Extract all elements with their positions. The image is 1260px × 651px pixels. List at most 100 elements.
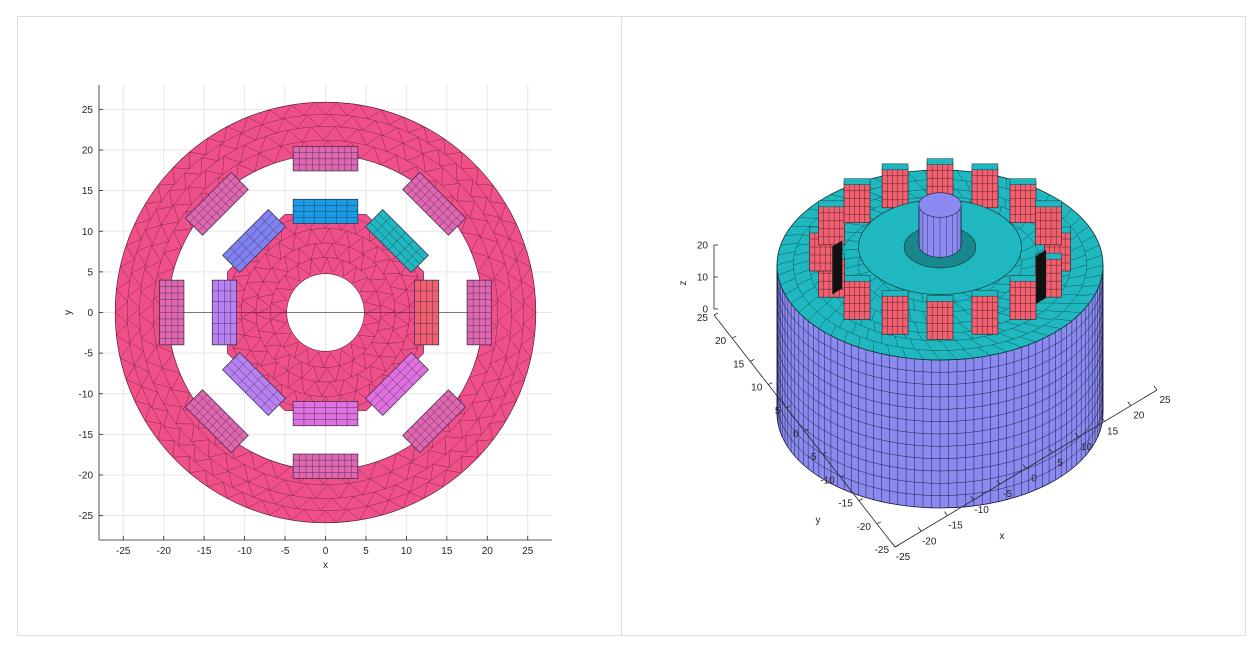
winding-block-fill (843, 182, 871, 223)
mesh-edge (476, 349, 494, 358)
top-mesh-edge (827, 310, 836, 321)
top-mesh-edge (777, 251, 796, 256)
side-mesh-horizontal (776, 363, 1104, 459)
mesh-edge (396, 453, 414, 462)
x-tick-mark (1048, 448, 1053, 454)
winding-block-fill (1009, 279, 1037, 320)
mesh-edge (374, 258, 391, 264)
mesh-edge (130, 273, 142, 287)
mesh-edge (328, 228, 336, 244)
mesh-edge (509, 328, 524, 339)
rotor-magnet (211, 279, 237, 346)
mesh-edge (315, 484, 328, 499)
mesh-edge (358, 335, 375, 337)
mesh-edge (394, 315, 409, 325)
mesh-edge (244, 464, 249, 482)
mesh-edge (151, 246, 162, 262)
top-mesh-edge (1034, 316, 1053, 321)
mesh-edge (380, 310, 396, 319)
mesh-edge (162, 367, 181, 374)
mesh-edge (335, 365, 341, 382)
mesh-edge (134, 351, 144, 366)
top-mesh-edge (909, 309, 911, 322)
mesh-edge (157, 185, 162, 202)
mesh-edge (242, 294, 259, 301)
mesh-edge (489, 394, 506, 401)
mesh-edge (163, 247, 182, 253)
mesh-edge (246, 281, 264, 284)
mesh-ring (114, 101, 537, 524)
y-tick-label: -20 (79, 471, 94, 482)
right-plot-canvas: 0 10 20 z 25 20 15 10 5 0 -5 -10 -15 -20 -25 y -25 -20 -15… (678, 158, 1171, 563)
mesh-edge (470, 196, 488, 199)
top-mesh-edge (1086, 254, 1103, 261)
mesh-edge (274, 145, 282, 164)
top-mesh-edge (998, 332, 1014, 340)
mesh-edge (151, 240, 169, 247)
mesh-edge (403, 117, 409, 133)
mesh-edge (390, 471, 407, 481)
y-tick-mark (822, 451, 827, 455)
x-axis-label: x (1000, 531, 1005, 542)
mesh-edge (270, 479, 285, 491)
mesh-edge (308, 352, 319, 365)
mesh-edge (276, 466, 292, 478)
mesh-edge (271, 302, 286, 312)
mesh-edge (363, 321, 380, 326)
mesh-edge (477, 256, 489, 273)
mesh-edge (376, 291, 393, 295)
mesh-edge (294, 234, 307, 246)
mesh-edge (189, 151, 206, 155)
mesh-edge (396, 155, 401, 174)
mesh-edge (171, 373, 181, 390)
mesh-edge (134, 219, 151, 225)
mesh-edge (282, 342, 299, 348)
mesh-edge (127, 286, 142, 297)
winding-cap (971, 163, 999, 171)
mesh-edge (233, 276, 245, 290)
mesh-edge (357, 373, 373, 383)
stator-coil (292, 146, 359, 172)
mesh-edge (264, 344, 282, 347)
mesh-edge (352, 360, 367, 369)
mesh-edge (334, 126, 346, 142)
mesh-edge (204, 170, 207, 189)
mesh-edge (469, 372, 488, 378)
mesh-edge (254, 267, 272, 270)
winding-block (843, 178, 871, 223)
rotor-magnet (222, 352, 286, 416)
mesh-edge (489, 356, 507, 364)
y-tick-label: 20 (715, 336, 727, 347)
mesh-edge (348, 246, 351, 264)
top-mesh-edge (1084, 245, 1100, 252)
winding-block-fill (926, 299, 954, 340)
mesh-edge (377, 327, 394, 331)
mesh-edge (320, 257, 328, 273)
mesh-edge (359, 277, 369, 292)
mesh-edge (194, 458, 211, 462)
mesh-edge (139, 303, 154, 316)
top-mesh-edge (1063, 311, 1082, 313)
mesh-edge (489, 185, 494, 202)
side-mesh (776, 265, 1104, 508)
mesh-edge (369, 366, 373, 383)
top-mesh-edge (1062, 209, 1073, 219)
mesh-edge (352, 277, 369, 283)
mesh-edge (443, 470, 446, 487)
mesh-edge (172, 440, 175, 458)
mesh-edge (271, 299, 288, 304)
mesh-edge (151, 407, 168, 412)
mesh-edge (116, 289, 128, 302)
mesh-edge (493, 232, 510, 239)
mesh-edge (242, 300, 257, 310)
mesh-edge (173, 231, 182, 248)
rotor-magnet (414, 279, 440, 346)
top-mesh-edge (984, 336, 999, 344)
top-mesh-edge (969, 338, 983, 348)
rotor-magnet-grid (378, 365, 425, 412)
winding-block (881, 163, 909, 209)
mesh-edge (262, 281, 274, 295)
mesh-edge (470, 179, 474, 197)
x-tick-mark (1022, 464, 1027, 469)
x-tick-mark (996, 479, 1001, 485)
